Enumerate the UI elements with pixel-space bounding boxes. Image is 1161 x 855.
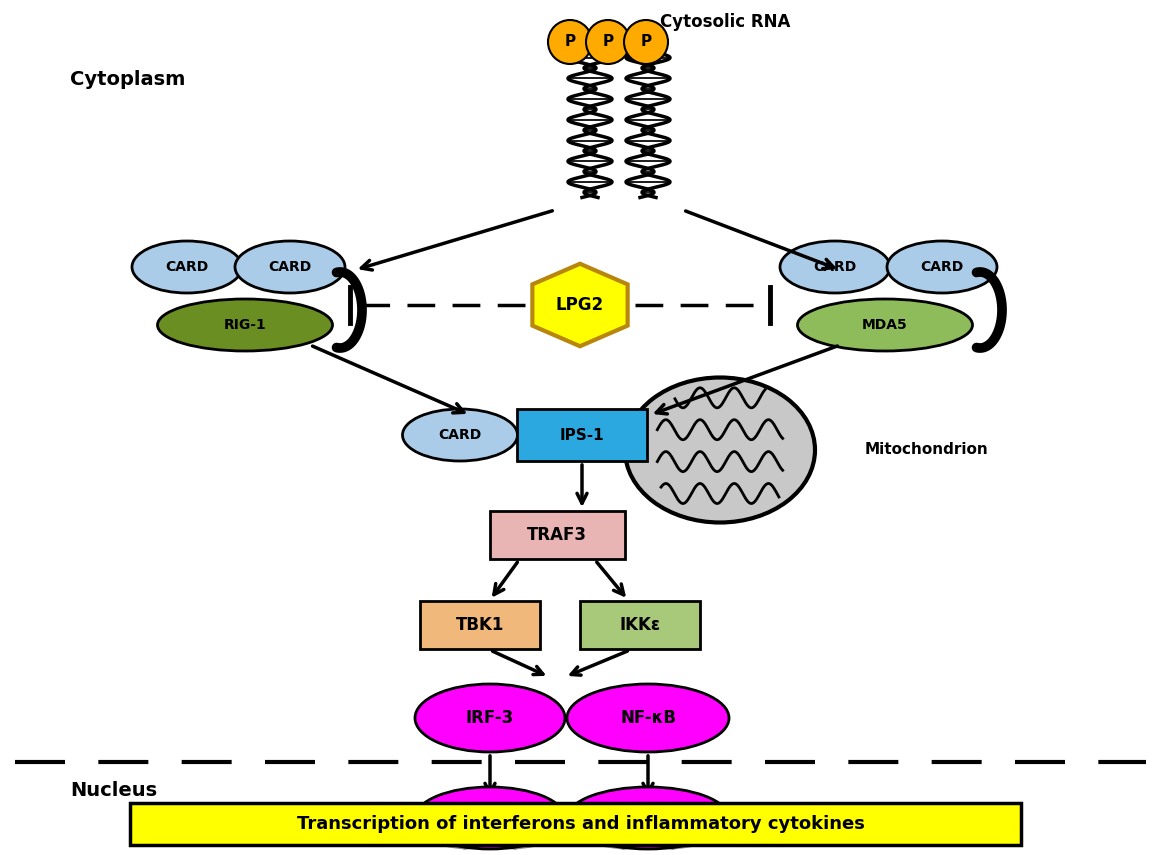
Circle shape <box>623 20 668 64</box>
Text: Cytoplasm: Cytoplasm <box>70 70 186 90</box>
Text: MDA5: MDA5 <box>863 318 908 332</box>
Ellipse shape <box>414 684 565 752</box>
Ellipse shape <box>132 241 241 293</box>
FancyBboxPatch shape <box>130 803 1021 845</box>
Text: IKKε: IKKε <box>620 616 661 634</box>
Ellipse shape <box>780 241 890 293</box>
Text: NF-κB: NF-κB <box>620 709 676 727</box>
Text: CARD: CARD <box>439 428 482 442</box>
Text: P: P <box>564 34 576 50</box>
FancyBboxPatch shape <box>580 601 700 649</box>
Text: TRAF3: TRAF3 <box>527 526 587 544</box>
Circle shape <box>548 20 592 64</box>
Text: CARD: CARD <box>814 260 857 274</box>
Polygon shape <box>533 263 628 346</box>
Text: IRF-3: IRF-3 <box>466 709 514 727</box>
Text: LPG2: LPG2 <box>556 296 604 314</box>
Text: CARD: CARD <box>921 260 964 274</box>
Ellipse shape <box>403 409 518 461</box>
Text: IRF-3: IRF-3 <box>466 809 514 827</box>
Ellipse shape <box>414 787 565 849</box>
Ellipse shape <box>158 299 332 351</box>
Text: IPS-1: IPS-1 <box>560 428 605 443</box>
Text: P: P <box>603 34 613 50</box>
Text: RIG-1: RIG-1 <box>224 318 266 332</box>
Ellipse shape <box>567 787 729 849</box>
Text: P: P <box>641 34 651 50</box>
Text: CARD: CARD <box>268 260 311 274</box>
Ellipse shape <box>798 299 973 351</box>
Circle shape <box>586 20 630 64</box>
Ellipse shape <box>625 378 815 522</box>
Ellipse shape <box>887 241 997 293</box>
Text: NF-κB: NF-κB <box>620 809 676 827</box>
Text: TBK1: TBK1 <box>456 616 504 634</box>
FancyBboxPatch shape <box>517 409 647 461</box>
Text: Nucleus: Nucleus <box>70 781 157 799</box>
FancyBboxPatch shape <box>420 601 540 649</box>
Text: Transcription of interferons and inflammatory cytokines: Transcription of interferons and inflamm… <box>296 815 865 833</box>
Ellipse shape <box>235 241 345 293</box>
Text: Cytosolic RNA: Cytosolic RNA <box>659 13 791 31</box>
Text: Mitochondrion: Mitochondrion <box>865 443 989 457</box>
FancyBboxPatch shape <box>490 511 625 559</box>
Text: CARD: CARD <box>165 260 209 274</box>
Ellipse shape <box>567 684 729 752</box>
